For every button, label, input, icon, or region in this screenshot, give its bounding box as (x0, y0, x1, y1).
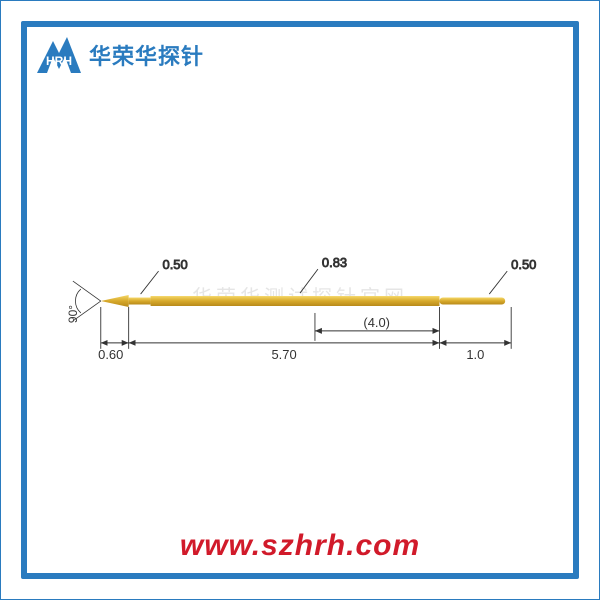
logo-text: 华荣华探针 (89, 39, 204, 71)
svg-text:0.50: 0.50 (163, 257, 188, 272)
svg-text:0.83: 0.83 (322, 255, 347, 270)
dim-tip-diameter: 0.50 (141, 257, 188, 294)
dim-plunger-length-label: 1.0 (466, 347, 484, 362)
logo: HRH 华荣华探针 (35, 35, 204, 75)
page: HRH 华荣华探针 华荣华测试探针官网 (0, 0, 600, 600)
angle-label: 90° (66, 305, 80, 323)
website-url: www.szhrh.com (180, 529, 420, 563)
dim-body-diameter: 0.83 (300, 255, 347, 293)
dim-stroke-label: (4.0) (363, 315, 390, 330)
probe-diagram: 90° 0.50 0.83 (41, 241, 559, 371)
logo-abbrev: HRH (46, 54, 72, 68)
logo-mark-icon: HRH (35, 35, 83, 75)
dim-body-length-label: 5.70 (271, 347, 296, 362)
probe-pin-icon (101, 295, 505, 307)
svg-text:0.50: 0.50 (511, 257, 536, 272)
dim-tip-length-label: 0.60 (98, 347, 123, 362)
dim-plunger-diameter: 0.50 (489, 257, 536, 294)
dimension-lines (101, 331, 511, 343)
